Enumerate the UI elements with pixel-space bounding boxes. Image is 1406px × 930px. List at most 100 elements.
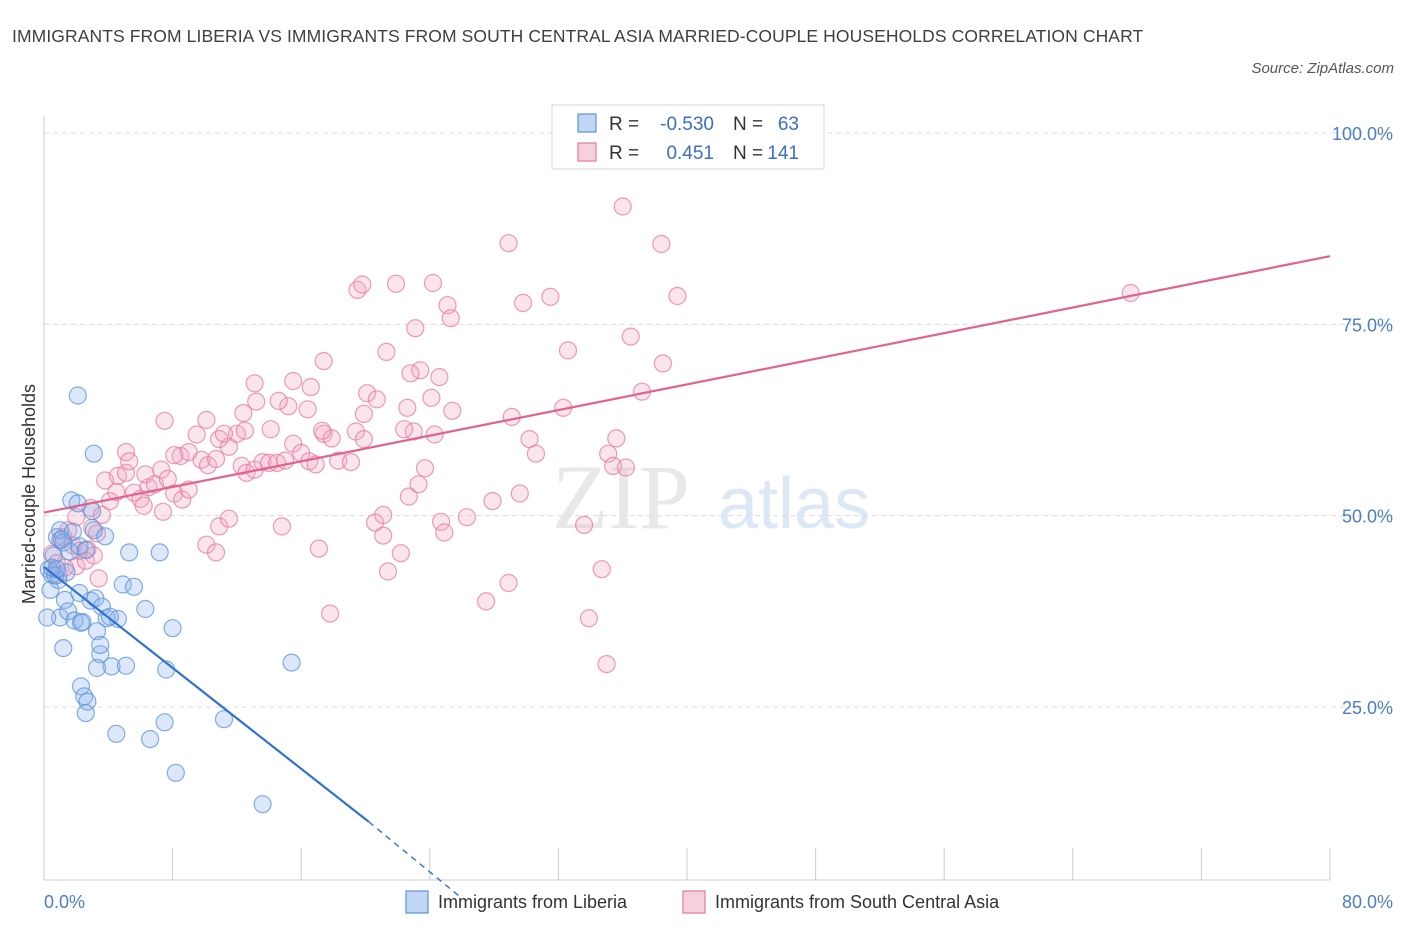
x-tick-label-max: 80.0% xyxy=(1342,892,1393,912)
pink-point-59 xyxy=(354,430,373,449)
pink-point-108 xyxy=(386,274,406,293)
pink-point-73 xyxy=(214,424,234,443)
pink-point-141 xyxy=(597,654,616,674)
pink-point-126 xyxy=(541,287,560,306)
pink-point-137 xyxy=(653,354,673,373)
blue-point-28 xyxy=(91,635,110,655)
pink-point-85 xyxy=(309,539,328,558)
pink-point-138 xyxy=(668,286,687,306)
y-tick-label-75: 75.0% xyxy=(1342,315,1393,335)
blue-point-34 xyxy=(150,543,169,562)
legend-label-south-central-asia: Immigrants from South Central Asia xyxy=(715,892,1000,912)
pink-point-99 xyxy=(358,384,377,403)
stats-r-value-blue: -0.530 xyxy=(660,114,714,135)
blue-point-57 xyxy=(71,613,91,632)
pink-point-115 xyxy=(432,512,451,531)
pink-point-140 xyxy=(592,560,611,579)
stats-r-label-blue: R = xyxy=(609,114,639,135)
pink-point-42 xyxy=(235,421,254,440)
pink-point-18 xyxy=(92,505,112,525)
x-tick-label-min: 0.0% xyxy=(44,892,85,912)
legend-swatch-south-central-asia xyxy=(682,890,706,914)
pink-point-65 xyxy=(247,392,266,411)
pink-point-92 xyxy=(399,487,418,506)
blue-point-16 xyxy=(55,590,75,610)
blue-point-47 xyxy=(214,710,234,729)
pink-point-130 xyxy=(579,609,599,628)
blue-point-48 xyxy=(253,795,272,814)
blue-point-12 xyxy=(76,540,95,560)
pink-point-60 xyxy=(261,420,280,439)
pink-point-117 xyxy=(457,508,476,527)
pink-point-82 xyxy=(197,535,216,554)
blue-point-17 xyxy=(58,602,78,621)
pink-point-121 xyxy=(502,407,521,426)
blue-trend-line xyxy=(43,566,370,823)
stats-legend: R = -0.530 N = 63 R = 0.451 N = 141 xyxy=(551,104,825,170)
pink-point-23 xyxy=(116,463,136,482)
bottom-legend: Immigrants from Liberia Immigrants from … xyxy=(405,890,1000,914)
stats-r-value-pink: 0.451 xyxy=(666,143,714,164)
pink-point-84 xyxy=(272,517,291,536)
legend-label-liberia: Immigrants from Liberia xyxy=(438,892,628,912)
pink-point-71 xyxy=(155,411,174,430)
blue-point-45 xyxy=(155,713,174,732)
pink-point-122 xyxy=(510,484,529,503)
pink-point-76 xyxy=(120,452,139,471)
pink-point-63 xyxy=(313,421,332,440)
pink-point-13 xyxy=(89,569,108,588)
watermark-atlas: atlas xyxy=(718,464,870,544)
blue-point-32 xyxy=(124,577,144,596)
pink-point-29 xyxy=(152,460,171,479)
pink-point-120 xyxy=(499,573,518,593)
blue-point-42 xyxy=(87,658,107,678)
pink-point-139 xyxy=(652,234,671,254)
pink-point-124 xyxy=(526,444,546,463)
pink-point-143 xyxy=(499,234,518,253)
pink-point-46 xyxy=(253,453,272,472)
stats-legend-blue-swatch xyxy=(577,113,597,133)
pink-point-81 xyxy=(219,509,238,528)
blue-point-40 xyxy=(78,692,97,711)
blue-point-46 xyxy=(166,763,185,782)
blue-point-49 xyxy=(282,653,301,672)
pink-point-88 xyxy=(374,505,393,525)
pink-point-67 xyxy=(284,371,303,391)
blue-point-55 xyxy=(38,608,57,627)
blue-point-60 xyxy=(52,530,71,549)
stats-legend-pink-swatch xyxy=(577,142,597,162)
pink-point-38 xyxy=(206,449,226,469)
pink-trend-line xyxy=(43,255,1331,514)
stats-n-label-pink: N = xyxy=(733,143,763,164)
trend-lines xyxy=(43,255,1331,899)
pink-point-100 xyxy=(367,390,386,409)
pink-point-57 xyxy=(341,453,361,472)
pink-point-98 xyxy=(354,404,373,423)
pink-point-66 xyxy=(269,391,288,410)
y-tick-label-25: 25.0% xyxy=(1342,698,1393,718)
blue-point-30 xyxy=(116,656,136,675)
pink-point-91 xyxy=(391,544,410,563)
pink-point-80 xyxy=(210,517,229,536)
pink-point-97 xyxy=(398,398,417,417)
blue-point-29 xyxy=(102,657,121,676)
pink-point-32 xyxy=(173,490,192,509)
blue-point-44 xyxy=(141,729,160,749)
legend-swatch-liberia xyxy=(405,890,429,914)
y-tick-label-50: 50.0% xyxy=(1342,507,1393,527)
pink-point-103 xyxy=(422,388,441,407)
pink-point-112 xyxy=(441,309,460,328)
pink-point-93 xyxy=(409,475,428,494)
pink-point-110 xyxy=(406,319,425,338)
source-label: Source: ZipAtlas.com xyxy=(1251,60,1394,77)
pink-point-74 xyxy=(165,446,184,465)
blue-point-56 xyxy=(54,638,73,658)
blue-point-26 xyxy=(87,622,107,641)
pink-point-107 xyxy=(353,275,372,294)
pink-point-113 xyxy=(430,368,449,387)
pink-point-90 xyxy=(378,562,398,581)
pink-point-70 xyxy=(245,374,264,393)
pink-point-68 xyxy=(301,378,320,397)
blue-trend-extension xyxy=(368,821,463,899)
